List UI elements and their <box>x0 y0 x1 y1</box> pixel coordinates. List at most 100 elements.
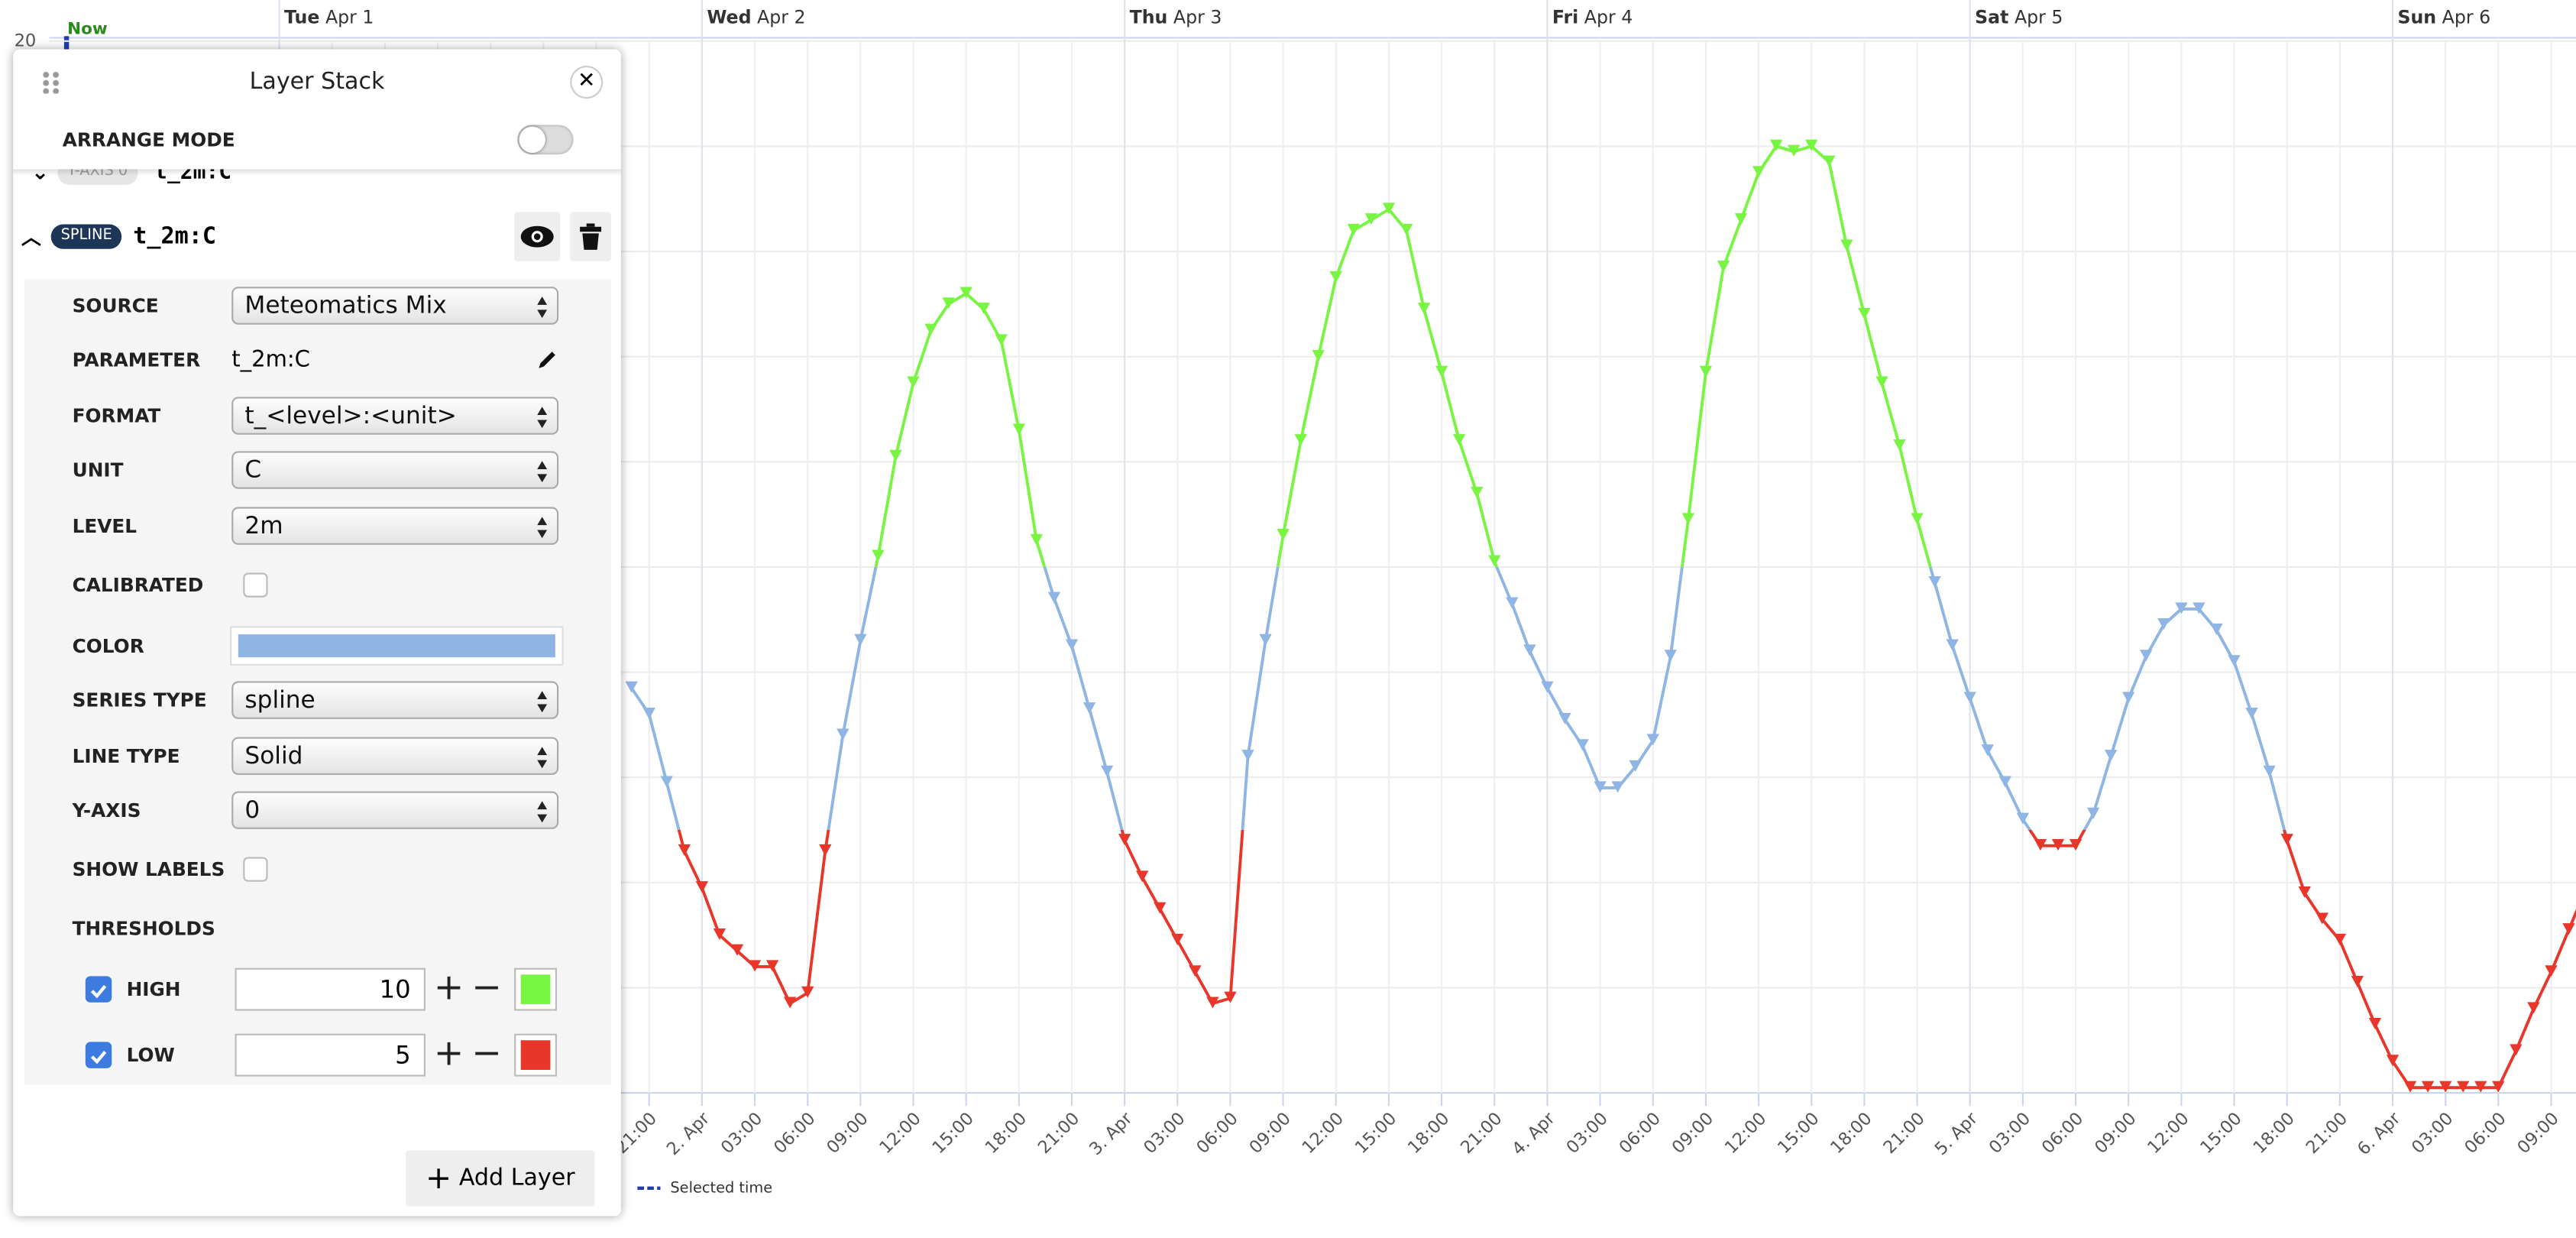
remove-threshold[interactable]: − <box>471 967 502 1010</box>
point-marker <box>1769 139 1783 151</box>
point-marker <box>924 323 937 335</box>
point-marker <box>678 844 691 856</box>
point-marker <box>1329 271 1342 283</box>
layer-name: t_2m:C <box>154 169 232 185</box>
point-marker <box>2016 812 2030 825</box>
point-marker <box>2403 1081 2417 1093</box>
x-tick-label: 15:00 <box>1774 1109 1823 1158</box>
x-tick-label: 06:00 <box>770 1109 819 1158</box>
threshold-color[interactable] <box>514 967 558 1011</box>
point-marker <box>1629 760 1642 772</box>
point-marker <box>801 986 814 998</box>
point-marker <box>1981 744 1994 757</box>
add-layer-button[interactable]: + Add Layer <box>406 1150 595 1207</box>
point-marker <box>2510 1044 2523 1056</box>
layer-stack-panel: Layer Stack ✕ ARRANGE MODE ⌄ Y-AXIS 0 t_… <box>13 49 621 1217</box>
point-marker <box>2104 750 2118 762</box>
now-marker <box>63 36 70 51</box>
layer-tag: Y-AXIS 0 <box>57 169 138 185</box>
arrange-toggle[interactable] <box>517 125 574 155</box>
line-type-select[interactable]: Solid <box>231 737 559 775</box>
day-weekday: Thu <box>1130 6 1168 28</box>
point-marker <box>2193 602 2205 614</box>
threshold-input[interactable]: 10 <box>235 967 426 1011</box>
edit-button[interactable] <box>536 347 558 370</box>
level-select[interactable]: 2m <box>231 507 559 545</box>
point-marker <box>2228 655 2241 667</box>
point-marker <box>1611 781 1624 793</box>
collapse-chevron[interactable]: ︿ <box>21 225 41 249</box>
point-marker <box>1717 261 1730 273</box>
y-axis-select[interactable]: 0 <box>231 791 559 829</box>
layer-name: t_2m:C <box>133 223 216 250</box>
day-label: Thu Apr 3 <box>1130 6 1222 28</box>
threshold-checkbox[interactable] <box>85 1042 112 1068</box>
format-select[interactable]: t_<level>:<unit> <box>231 397 559 435</box>
delete-button[interactable] <box>570 212 611 261</box>
remove-threshold[interactable]: − <box>471 1033 502 1075</box>
x-tick-label: 09:00 <box>1246 1109 1295 1158</box>
point-marker <box>1400 223 1413 235</box>
point-marker <box>660 776 673 788</box>
show-labels-checkbox[interactable] <box>243 857 268 882</box>
unit-select[interactable]: C <box>231 451 559 489</box>
threshold-label: LOW <box>126 1043 175 1067</box>
point-marker <box>1294 434 1307 446</box>
x-tick-label: 12:00 <box>1299 1109 1348 1158</box>
source-select[interactable]: Meteomatics Mix <box>231 287 559 325</box>
threshold-input[interactable]: 5 <box>235 1033 426 1077</box>
point-marker <box>2034 839 2047 851</box>
point-marker <box>1541 681 1554 693</box>
visibility-button[interactable] <box>514 212 561 261</box>
calibrated-checkbox[interactable] <box>243 572 268 598</box>
point-marker <box>889 449 902 462</box>
point-marker <box>1136 870 1149 883</box>
add-threshold[interactable]: + <box>433 967 464 1010</box>
point-marker <box>1100 765 1114 777</box>
point-marker <box>625 681 638 693</box>
field-label: LINE TYPE <box>72 744 180 768</box>
x-tick-label: 03:00 <box>717 1109 766 1158</box>
day-weekday: Wed <box>707 6 751 28</box>
point-marker <box>2545 965 2558 977</box>
day-label: Wed Apr 2 <box>707 6 805 28</box>
field-label: LEVEL <box>72 514 138 538</box>
point-marker <box>942 297 955 310</box>
point-marker <box>2474 1081 2487 1093</box>
x-tick-label: 4. Apr <box>1508 1108 1559 1159</box>
point-marker <box>1558 712 1571 724</box>
threshold-checkbox[interactable] <box>85 976 112 1003</box>
point-marker <box>765 960 779 972</box>
x-tick-label: 21:00 <box>2303 1109 2351 1158</box>
series-line <box>677 830 2576 1090</box>
point-marker <box>1277 529 1290 541</box>
series-type-select[interactable]: spline <box>231 681 559 719</box>
color-picker[interactable] <box>230 626 564 666</box>
x-tick-label: 21:00 <box>1034 1109 1083 1158</box>
point-marker <box>2069 839 2082 851</box>
close-button[interactable]: ✕ <box>570 66 604 99</box>
point-marker <box>1858 308 1871 320</box>
point-marker <box>1435 365 1448 378</box>
add-threshold[interactable]: + <box>433 1033 464 1075</box>
day-date: Apr 3 <box>1173 6 1222 28</box>
now-label: Now <box>67 20 108 39</box>
x-tick-label: 03:00 <box>1140 1109 1189 1158</box>
point-marker <box>2140 650 2153 662</box>
drag-handle[interactable] <box>40 70 61 94</box>
point-marker <box>1963 692 1976 704</box>
point-marker <box>1488 555 1501 567</box>
point-marker <box>1594 781 1607 793</box>
point-marker <box>995 334 1008 346</box>
point-marker <box>1118 834 1131 846</box>
point-marker <box>1911 513 1924 525</box>
expand-chevron[interactable]: ⌄ <box>31 169 50 186</box>
point-marker <box>2263 765 2276 777</box>
x-tick-label: 09:00 <box>1668 1109 1717 1158</box>
x-tick-label: 12:00 <box>2144 1109 2193 1158</box>
x-tick-label: 06:00 <box>1193 1109 1241 1158</box>
day-weekday: Tue <box>284 6 319 28</box>
threshold-color[interactable] <box>514 1033 558 1077</box>
point-marker <box>1823 155 1836 167</box>
